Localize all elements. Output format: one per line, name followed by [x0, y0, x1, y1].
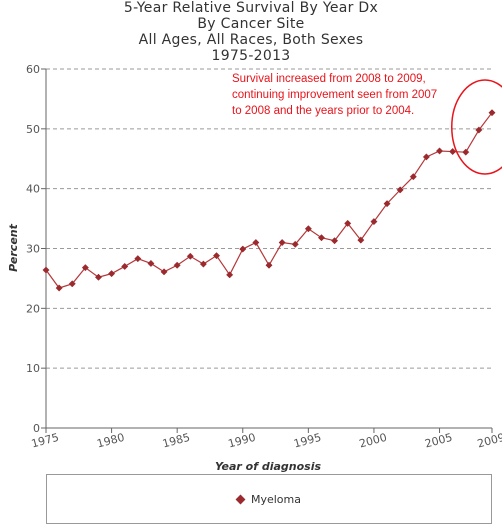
- y-tick-labels: 0 10 20 30 40 50 60: [26, 63, 40, 435]
- legend: Myeloma: [46, 474, 492, 524]
- title-line-4: 1975-2013: [211, 48, 291, 64]
- annotation-text: Survival increased from 2008 to 2009, co…: [232, 71, 472, 119]
- data-point-1976: [55, 284, 63, 292]
- data-point-2009: [488, 109, 496, 117]
- title-line-2: By Cancer Site: [197, 16, 305, 32]
- data-point-1990: [239, 245, 247, 253]
- highlight-ellipse: [451, 79, 502, 175]
- x-axis-label: Year of diagnosis: [215, 460, 322, 473]
- data-point-1986: [186, 252, 194, 260]
- x-tick-label-1990: 1990: [227, 431, 257, 451]
- data-point-2005: [435, 147, 444, 155]
- chart-title: 5-Year Relative Survival By Year Dx By C…: [0, 0, 502, 64]
- data-point-2003: [409, 173, 417, 181]
- data-point-1978: [81, 264, 89, 272]
- data-point-1984: [160, 268, 168, 276]
- data-point-1981: [121, 262, 129, 271]
- data-point-1979: [94, 273, 103, 281]
- grid-lines: [46, 68, 492, 369]
- data-point-1989: [226, 271, 234, 279]
- legend-label: Myeloma: [250, 492, 301, 506]
- data-point-1993: [278, 238, 286, 247]
- data-point-1998: [344, 219, 352, 227]
- data-point-1994: [291, 240, 299, 248]
- data-point-1975: [42, 266, 50, 274]
- data-point-2007: [462, 148, 470, 156]
- diamond-marker-icon: [235, 494, 246, 504]
- data-point-1977: [68, 280, 76, 288]
- data-point-2008: [475, 126, 483, 134]
- axes: [41, 68, 493, 433]
- y-tick-label-30: 30: [26, 243, 40, 256]
- x-tick-label-1995: 1995: [292, 431, 322, 451]
- y-tick-label-0: 0: [33, 422, 40, 435]
- annotation-line-3: to 2008 and the years prior to 2004.: [232, 105, 415, 117]
- data-point-1996: [317, 234, 326, 242]
- x-tick-label-1980: 1980: [95, 431, 125, 451]
- data-point-2006: [449, 148, 457, 156]
- data-point-1988: [212, 252, 221, 260]
- data-point-1983: [147, 259, 155, 268]
- data-point-1980: [108, 270, 116, 278]
- series-myeloma: [42, 109, 496, 292]
- data-point-2002: [396, 186, 404, 194]
- data-point-1985: [173, 261, 181, 269]
- data-point-1995: [304, 225, 312, 233]
- data-point-1992: [265, 261, 273, 269]
- y-tick-label-10: 10: [26, 362, 40, 375]
- data-point-1991: [252, 238, 260, 247]
- y-tick-label-20: 20: [26, 302, 40, 315]
- series-line-myeloma: [45, 112, 493, 289]
- title-line-1: 5-Year Relative Survival By Year Dx: [123, 0, 379, 16]
- y-tick-label-60: 60: [26, 63, 40, 76]
- legend-item-myeloma[interactable]: Myeloma: [235, 492, 301, 506]
- x-tick-label-2009: 2009: [476, 431, 502, 451]
- x-tick-label-2005: 2005: [423, 431, 453, 451]
- annotation-line-1: Survival increased from 2008 to 2009,: [232, 73, 426, 85]
- data-point-2004: [422, 153, 430, 161]
- data-point-1997: [331, 237, 339, 245]
- x-tick-labels: 1975 1980 1985 1990 1995 2000 2005 2009: [30, 431, 502, 451]
- x-tick-label-1985: 1985: [161, 431, 191, 451]
- x-tick-label-2000: 2000: [358, 431, 388, 451]
- y-axis-label: Percent: [7, 223, 20, 271]
- y-tick-label-50: 50: [26, 123, 40, 136]
- data-point-2000: [370, 218, 378, 226]
- y-tick-label-40: 40: [26, 183, 40, 196]
- annotation-line-2: continuing improvement seen from 2007: [232, 89, 438, 101]
- data-point-2001: [383, 200, 391, 208]
- data-point-1987: [199, 260, 207, 268]
- data-point-1982: [134, 255, 142, 263]
- data-point-1999: [357, 236, 365, 244]
- title-line-3: All Ages, All Races, Both Sexes: [138, 32, 364, 48]
